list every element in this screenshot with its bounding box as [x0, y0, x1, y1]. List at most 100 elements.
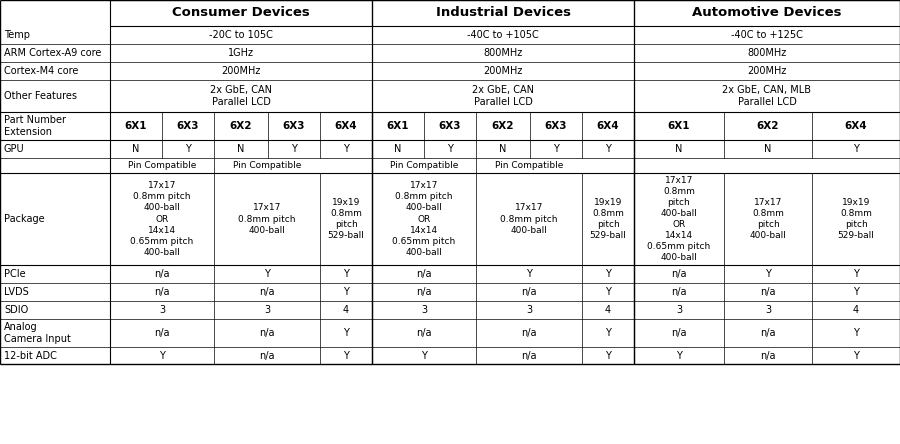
Text: 17x17
0.8mm pitch
400-ball: 17x17 0.8mm pitch 400-ball	[500, 203, 558, 234]
Text: 3: 3	[159, 305, 165, 315]
Text: Y: Y	[605, 287, 611, 297]
Text: 6X2: 6X2	[757, 121, 779, 131]
Text: Y: Y	[421, 350, 427, 361]
Text: n/a: n/a	[259, 328, 274, 338]
Text: 12-bit ADC: 12-bit ADC	[4, 350, 57, 361]
Text: Y: Y	[853, 269, 859, 279]
Text: 200MHz: 200MHz	[221, 66, 261, 76]
Text: N: N	[764, 144, 771, 154]
Text: Y: Y	[343, 350, 349, 361]
Text: 3: 3	[676, 305, 682, 315]
Text: Y: Y	[765, 269, 771, 279]
Text: 200MHz: 200MHz	[483, 66, 523, 76]
Text: 19x19
0.8mm
pitch
529-ball: 19x19 0.8mm pitch 529-ball	[590, 198, 626, 240]
Text: -20C to 105C: -20C to 105C	[209, 30, 273, 40]
Text: n/a: n/a	[671, 328, 687, 338]
Text: n/a: n/a	[671, 269, 687, 279]
Text: SDIO: SDIO	[4, 305, 28, 315]
Text: 800MHz: 800MHz	[483, 48, 523, 58]
Text: Y: Y	[605, 328, 611, 338]
Text: N: N	[238, 144, 245, 154]
Text: Y: Y	[185, 144, 191, 154]
Text: n/a: n/a	[416, 287, 432, 297]
Text: n/a: n/a	[521, 287, 536, 297]
Text: Y: Y	[264, 269, 270, 279]
Text: 4: 4	[605, 305, 611, 315]
Text: 3: 3	[765, 305, 771, 315]
Text: Y: Y	[605, 350, 611, 361]
Text: 2x GbE, CAN
Parallel LCD: 2x GbE, CAN Parallel LCD	[210, 85, 272, 107]
Text: 6X2: 6X2	[230, 121, 252, 131]
Text: 6X4: 6X4	[845, 121, 868, 131]
Text: 2x GbE, CAN, MLB
Parallel LCD: 2x GbE, CAN, MLB Parallel LCD	[723, 85, 812, 107]
Text: PCIe: PCIe	[4, 269, 25, 279]
Text: n/a: n/a	[760, 287, 776, 297]
Text: 6X3: 6X3	[283, 121, 305, 131]
Text: 3: 3	[526, 305, 532, 315]
Text: 17x17
0.8mm pitch
400-ball: 17x17 0.8mm pitch 400-ball	[238, 203, 296, 234]
Text: Pin Compatible: Pin Compatible	[233, 161, 302, 170]
Text: 1GHz: 1GHz	[228, 48, 254, 58]
Text: n/a: n/a	[154, 328, 170, 338]
Text: N: N	[675, 144, 683, 154]
Text: N: N	[132, 144, 140, 154]
Text: 3: 3	[421, 305, 428, 315]
Text: Pin Compatible: Pin Compatible	[128, 161, 196, 170]
Text: n/a: n/a	[521, 350, 536, 361]
Text: 6X4: 6X4	[335, 121, 357, 131]
Text: 19x19
0.8mm
pitch
529-ball: 19x19 0.8mm pitch 529-ball	[838, 198, 875, 240]
Text: 200MHz: 200MHz	[747, 66, 787, 76]
Text: 6X1: 6X1	[125, 121, 148, 131]
Text: 800MHz: 800MHz	[747, 48, 787, 58]
Text: Analog
Camera Input: Analog Camera Input	[4, 322, 71, 344]
Text: Y: Y	[343, 269, 349, 279]
Text: n/a: n/a	[416, 269, 432, 279]
Text: Y: Y	[291, 144, 297, 154]
Text: Y: Y	[605, 144, 611, 154]
Text: 3: 3	[264, 305, 270, 315]
Text: 19x19
0.8mm
pitch
529-ball: 19x19 0.8mm pitch 529-ball	[328, 198, 364, 240]
Text: Y: Y	[447, 144, 453, 154]
Text: n/a: n/a	[760, 350, 776, 361]
Text: GPU: GPU	[4, 144, 24, 154]
Text: Y: Y	[159, 350, 165, 361]
Text: Consumer Devices: Consumer Devices	[172, 7, 310, 20]
Text: 2x GbE, CAN
Parallel LCD: 2x GbE, CAN Parallel LCD	[472, 85, 534, 107]
Text: Part Number
Extension: Part Number Extension	[4, 115, 66, 137]
Text: 6X1: 6X1	[668, 121, 690, 131]
Text: 6X4: 6X4	[597, 121, 619, 131]
Text: Y: Y	[526, 269, 532, 279]
Text: 6X2: 6X2	[491, 121, 514, 131]
Text: n/a: n/a	[521, 328, 536, 338]
Text: N: N	[394, 144, 401, 154]
Text: 6X3: 6X3	[544, 121, 567, 131]
Text: n/a: n/a	[416, 328, 432, 338]
Text: n/a: n/a	[259, 287, 274, 297]
Text: 17x17
0.8mm
pitch
400-ball
OR
14x14
0.65mm pitch
400-ball: 17x17 0.8mm pitch 400-ball OR 14x14 0.65…	[647, 176, 711, 262]
Text: Y: Y	[853, 328, 859, 338]
Text: Y: Y	[343, 287, 349, 297]
Text: Y: Y	[676, 350, 682, 361]
Text: Pin Compatible: Pin Compatible	[390, 161, 458, 170]
Text: 6X3: 6X3	[176, 121, 199, 131]
Text: Industrial Devices: Industrial Devices	[436, 7, 571, 20]
Text: 6X1: 6X1	[387, 121, 410, 131]
Text: -40C to +105C: -40C to +105C	[467, 30, 539, 40]
Text: Y: Y	[554, 144, 559, 154]
Text: 17x17
0.8mm
pitch
400-ball: 17x17 0.8mm pitch 400-ball	[750, 198, 787, 240]
Text: 4: 4	[343, 305, 349, 315]
Text: LVDS: LVDS	[4, 287, 29, 297]
Text: Package: Package	[4, 214, 45, 224]
Text: Y: Y	[343, 144, 349, 154]
Text: Pin Compatible: Pin Compatible	[495, 161, 563, 170]
Text: Cortex-M4 core: Cortex-M4 core	[4, 66, 78, 76]
Text: Temp: Temp	[4, 30, 30, 40]
Text: Y: Y	[853, 350, 859, 361]
Text: -40C to +125C: -40C to +125C	[731, 30, 803, 40]
Text: n/a: n/a	[760, 328, 776, 338]
Text: Automotive Devices: Automotive Devices	[692, 7, 842, 20]
Text: 6X3: 6X3	[439, 121, 461, 131]
Text: Y: Y	[853, 144, 859, 154]
Text: n/a: n/a	[671, 287, 687, 297]
Text: 17x17
0.8mm pitch
400-ball
OR
14x14
0.65mm pitch
400-ball: 17x17 0.8mm pitch 400-ball OR 14x14 0.65…	[130, 181, 194, 257]
